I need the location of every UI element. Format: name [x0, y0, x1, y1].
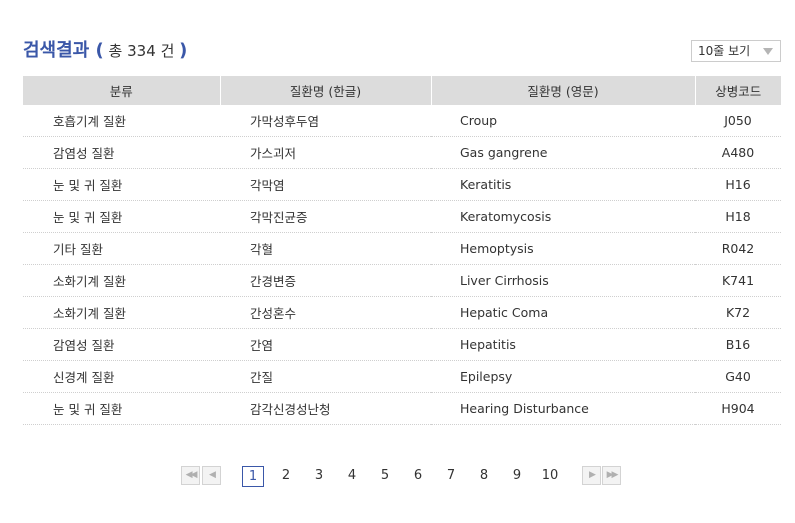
cell-name-en: Hepatitis — [431, 328, 695, 361]
cell-name-en: Epilepsy — [431, 360, 695, 393]
page-link-8[interactable]: 8 — [479, 468, 489, 483]
cell-name-en: Hemoptysis — [431, 232, 695, 265]
pagination: ◀◀ ◀ 1 2 3 4 5 6 7 8 9 10 ▶ ▶▶ — [181, 466, 624, 487]
cell-category: 눈 및 귀 질환 — [23, 168, 220, 201]
cell-name-en: Keratitis — [431, 168, 695, 201]
page-link-4[interactable]: 4 — [347, 468, 357, 483]
cell-code: H18 — [695, 200, 781, 233]
cell-name-kr[interactable]: 감각신경성난청 — [220, 392, 431, 425]
cell-name-kr[interactable]: 가스괴저 — [220, 136, 431, 169]
cell-category: 감염성 질환 — [23, 328, 220, 361]
table-row[interactable]: 소화기계 질환 간성혼수 Hepatic Coma K72 — [23, 296, 781, 329]
paren-open: ( — [95, 40, 104, 61]
cell-name-en: Hepatic Coma — [431, 296, 695, 329]
table-row[interactable]: 눈 및 귀 질환 각막염 Keratitis H16 — [23, 168, 781, 201]
cell-code: B16 — [695, 328, 781, 361]
cell-name-en: Gas gangrene — [431, 136, 695, 169]
page-link-7[interactable]: 7 — [446, 468, 456, 483]
cell-code: G40 — [695, 360, 781, 393]
cell-category: 소화기계 질환 — [23, 296, 220, 329]
table-row[interactable]: 호흡기계 질환 가막성후두염 Croup J050 — [23, 105, 781, 137]
page-link-10[interactable]: 10 — [541, 468, 559, 483]
page-link-5[interactable]: 5 — [380, 468, 390, 483]
column-header-category: 분류 — [23, 76, 220, 105]
cell-category: 신경계 질환 — [23, 360, 220, 393]
chevron-down-icon — [763, 48, 773, 55]
column-header-name-en: 질환명 (영문) — [430, 76, 695, 105]
cell-name-en: Liver Cirrhosis — [431, 264, 695, 297]
cell-code: K72 — [695, 296, 781, 329]
page-title: 검색결과 ( 총 334 건 ) — [23, 36, 187, 62]
count-prefix: 총 — [108, 42, 123, 60]
cell-category: 눈 및 귀 질환 — [23, 392, 220, 425]
page-link-3[interactable]: 3 — [314, 468, 324, 483]
table-row[interactable]: 감염성 질환 간염 Hepatitis B16 — [23, 328, 781, 361]
column-header-name-kr: 질환명 (한글) — [219, 76, 431, 105]
table-row[interactable]: 눈 및 귀 질환 각막진균증 Keratomycosis H18 — [23, 200, 781, 233]
cell-category: 감염성 질환 — [23, 136, 220, 169]
last-page-icon[interactable]: ▶▶ — [602, 466, 621, 485]
cell-name-kr[interactable]: 간염 — [220, 328, 431, 361]
results-header: 검색결과 ( 총 334 건 ) 10줄 보기 — [23, 36, 781, 66]
results-table: 분류 질환명 (한글) 질환명 (영문) 상병코드 호흡기계 질환 가막성후두염… — [23, 76, 781, 425]
table-row[interactable]: 눈 및 귀 질환 감각신경성난청 Hearing Disturbance H90… — [23, 392, 781, 425]
page-size-value: 10줄 보기 — [698, 44, 751, 58]
cell-name-kr[interactable]: 가막성후두염 — [220, 105, 431, 137]
table-row[interactable]: 감염성 질환 가스괴저 Gas gangrene A480 — [23, 136, 781, 169]
paren-close: ) — [179, 40, 188, 61]
page-link-6[interactable]: 6 — [413, 468, 423, 483]
cell-name-en: Croup — [431, 105, 695, 137]
count-suffix: 건 — [160, 42, 175, 60]
cell-name-en: Keratomycosis — [431, 200, 695, 233]
cell-code: R042 — [695, 232, 781, 265]
cell-category: 소화기계 질환 — [23, 264, 220, 297]
cell-name-kr[interactable]: 각막염 — [220, 168, 431, 201]
page-link-1[interactable]: 1 — [242, 466, 264, 487]
cell-name-en: Hearing Disturbance — [431, 392, 695, 425]
cell-name-kr[interactable]: 간질 — [220, 360, 431, 393]
table-row[interactable]: 기타 질환 각혈 Hemoptysis R042 — [23, 232, 781, 265]
prev-page-icon[interactable]: ◀ — [202, 466, 221, 485]
cell-name-kr[interactable]: 간경변증 — [220, 264, 431, 297]
table-row[interactable]: 소화기계 질환 간경변증 Liver Cirrhosis K741 — [23, 264, 781, 297]
page-link-9[interactable]: 9 — [512, 468, 522, 483]
table-row[interactable]: 신경계 질환 간질 Epilepsy G40 — [23, 360, 781, 393]
page-link-2[interactable]: 2 — [281, 468, 291, 483]
result-count: 총 334 건 — [104, 42, 179, 60]
column-header-code: 상병코드 — [694, 76, 781, 105]
table-header-row: 분류 질환명 (한글) 질환명 (영문) 상병코드 — [23, 76, 781, 105]
page-size-select[interactable]: 10줄 보기 — [691, 40, 781, 62]
cell-code: H16 — [695, 168, 781, 201]
cell-name-kr[interactable]: 간성혼수 — [220, 296, 431, 329]
first-page-icon[interactable]: ◀◀ — [181, 466, 200, 485]
cell-name-kr[interactable]: 각혈 — [220, 232, 431, 265]
cell-category: 기타 질환 — [23, 232, 220, 265]
cell-code: K741 — [695, 264, 781, 297]
next-page-icon[interactable]: ▶ — [582, 466, 601, 485]
count-value: 334 — [127, 42, 156, 60]
cell-code: J050 — [695, 105, 781, 137]
title-text: 검색결과 — [23, 40, 90, 61]
cell-name-kr[interactable]: 각막진균증 — [220, 200, 431, 233]
cell-code: H904 — [695, 392, 781, 425]
cell-category: 호흡기계 질환 — [23, 105, 220, 137]
cell-code: A480 — [695, 136, 781, 169]
cell-category: 눈 및 귀 질환 — [23, 200, 220, 233]
